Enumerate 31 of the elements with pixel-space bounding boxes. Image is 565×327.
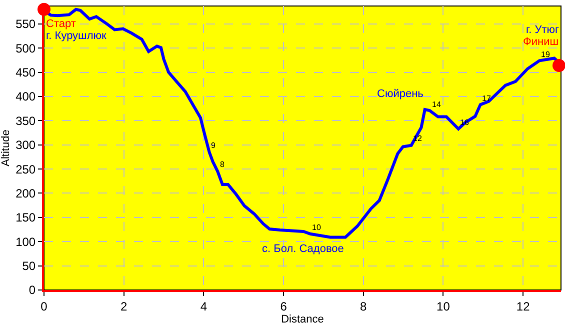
annotation: г. Курушлюк xyxy=(46,30,107,42)
y-tick-label: 150 xyxy=(16,210,36,225)
annotation: Старт xyxy=(46,18,76,30)
y-tick-label: 550 xyxy=(16,17,36,32)
annotation: с. Бол. Садовое xyxy=(262,243,344,255)
x-tick-label: 8 xyxy=(360,299,368,314)
y-tick-label: 250 xyxy=(16,162,36,176)
x-axis-title: Distance xyxy=(281,313,324,326)
annotation: 14 xyxy=(432,100,442,109)
annotation: Финиш xyxy=(523,36,559,48)
annotation: г. Утюг xyxy=(526,24,560,36)
y-tick-label: 350 xyxy=(16,114,36,128)
annotation: 8 xyxy=(220,160,225,169)
x-tick-label: 10 xyxy=(436,299,450,314)
x-tick-label: 4 xyxy=(200,299,208,314)
x-tick-label: 2 xyxy=(120,299,128,314)
y-tick-label: 500 xyxy=(16,41,36,56)
y-tick-label: 100 xyxy=(16,234,36,249)
y-tick-label: 450 xyxy=(16,65,36,80)
x-tick-label: 6 xyxy=(280,299,288,314)
y-axis-title: Altitude xyxy=(0,130,12,166)
annotation: 10 xyxy=(312,223,322,232)
annotation: Сюйрень xyxy=(377,88,424,100)
y-tick-label: 200 xyxy=(16,186,36,200)
y-tick-label: 0 xyxy=(28,283,36,298)
x-tick-label: 12 xyxy=(516,299,530,314)
y-tick-label: 300 xyxy=(16,138,36,152)
annotation: 19 xyxy=(541,50,550,59)
y-tick-label: 50 xyxy=(22,259,36,274)
y-tick-label: 400 xyxy=(16,90,36,104)
x-tick-label: 0 xyxy=(40,299,48,314)
